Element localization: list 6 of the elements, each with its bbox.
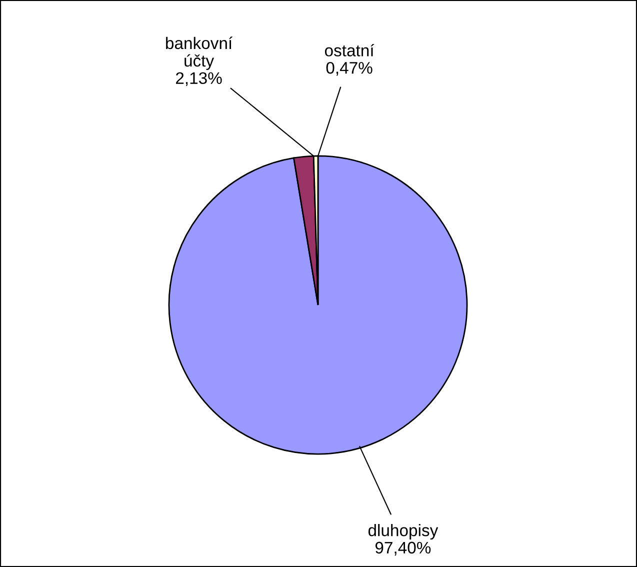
slice-label: ostatní (324, 44, 374, 56)
slice-label: dluhopisy (368, 524, 438, 540)
data-label: 2,13% (176, 72, 222, 86)
data-label: 97,40% (375, 542, 431, 556)
data-label: 0,47% (326, 62, 372, 76)
slice-label: bankovní účty (166, 36, 233, 70)
